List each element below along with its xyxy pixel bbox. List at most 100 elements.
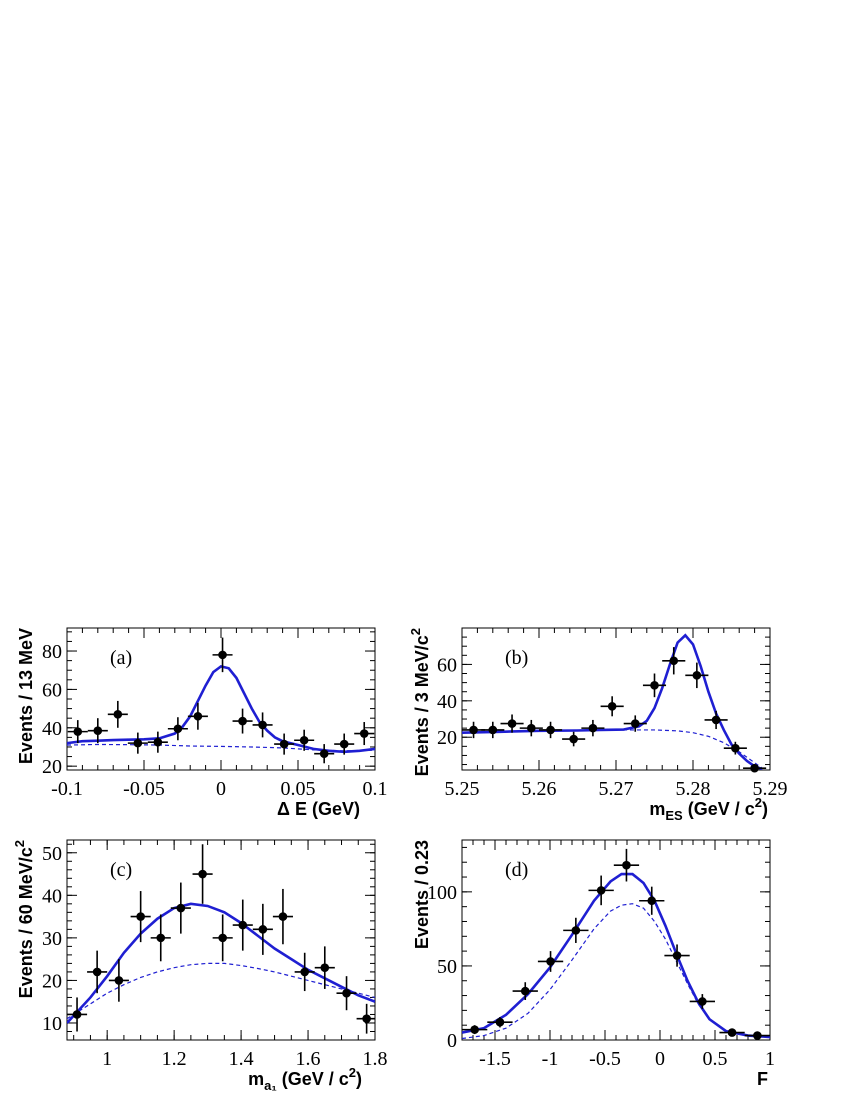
x-axis-title-main: F bbox=[757, 1069, 768, 1089]
data-marker bbox=[596, 886, 606, 895]
data-point bbox=[167, 717, 188, 741]
data-marker bbox=[507, 719, 517, 728]
data-point bbox=[723, 741, 747, 755]
panel-b-mes: 5.25 5.26 5.27 5.28 5.29 20 40 60 (b) mES (GeV / … bbox=[408, 627, 788, 823]
y-tick-label: 10 bbox=[42, 1013, 62, 1035]
data-point bbox=[537, 951, 564, 972]
data-point bbox=[500, 714, 524, 733]
panel-a-deltae: -0.1 -0.05 0 0.05 0.1 20 40 60 80 (a) Δ E (GeV) Eve… bbox=[16, 627, 388, 819]
y-tick-label: 60 bbox=[437, 654, 457, 676]
x-tick-label: 1 bbox=[102, 1048, 112, 1070]
total-fit-curve bbox=[67, 902, 375, 1024]
data-point bbox=[107, 700, 128, 728]
data-point bbox=[354, 722, 375, 746]
x-tick-label: 5.25 bbox=[445, 778, 480, 800]
data-point bbox=[744, 1031, 770, 1040]
data-marker bbox=[176, 903, 186, 913]
data-point bbox=[314, 744, 335, 764]
data-points bbox=[67, 844, 375, 1034]
data-point bbox=[539, 721, 563, 739]
data-point bbox=[170, 882, 191, 934]
data-point bbox=[639, 886, 665, 915]
data-marker bbox=[527, 723, 536, 733]
data-marker bbox=[299, 735, 309, 745]
data-marker bbox=[698, 997, 707, 1006]
data-marker bbox=[218, 650, 227, 660]
data-marker bbox=[607, 701, 617, 711]
data-point bbox=[642, 673, 667, 698]
data-point bbox=[662, 647, 686, 675]
data-point bbox=[664, 944, 690, 967]
x-axis-title-subscript: a₁ bbox=[264, 1078, 277, 1093]
data-marker bbox=[362, 1014, 371, 1024]
panel-label: (b) bbox=[505, 647, 528, 669]
data-marker bbox=[300, 967, 309, 977]
data-point bbox=[232, 899, 253, 951]
x-tick-label: 0.5 bbox=[703, 1048, 728, 1070]
y-tick-label: 40 bbox=[42, 885, 62, 907]
data-marker bbox=[495, 1017, 505, 1027]
data-marker bbox=[339, 739, 349, 749]
x-tick-label: 0.1 bbox=[363, 778, 388, 800]
x-tick-label: 5.27 bbox=[599, 778, 634, 800]
y-axis-title-main: Events / 13 MeV bbox=[16, 628, 36, 764]
data-point bbox=[294, 729, 315, 751]
y-axis-title: Events / 3 MeV/c2 bbox=[408, 628, 432, 776]
data-marker bbox=[630, 719, 640, 728]
x-tick-label: 0 bbox=[216, 778, 226, 800]
y-tick-label: 40 bbox=[437, 691, 457, 713]
x-tick-label: -1 bbox=[542, 1048, 559, 1070]
panel-d-fisher: -1.5 -1 -0.5 0 0.5 1 0 50 100 (d) F Events / 0.23 bbox=[412, 839, 775, 1089]
data-point bbox=[613, 848, 640, 882]
y-axis-title: Events / 13 MeV bbox=[16, 628, 36, 764]
data-marker bbox=[520, 986, 530, 996]
data-point bbox=[212, 637, 233, 673]
y-tick-label: 60 bbox=[42, 679, 62, 701]
data-marker bbox=[622, 860, 631, 870]
data-point bbox=[252, 712, 273, 738]
data-points bbox=[67, 637, 375, 764]
data-marker bbox=[173, 724, 183, 734]
background-fit-curve bbox=[462, 729, 763, 769]
data-point bbox=[127, 732, 148, 754]
data-point bbox=[689, 994, 715, 1009]
data-marker bbox=[133, 738, 143, 748]
data-point bbox=[519, 719, 543, 737]
data-point bbox=[108, 959, 129, 1002]
x-axis-title-subscript: ES bbox=[665, 808, 683, 823]
x-tick-label: 5.28 bbox=[676, 778, 711, 800]
data-point bbox=[704, 710, 728, 730]
data-marker bbox=[238, 716, 247, 726]
data-point bbox=[147, 731, 168, 753]
data-marker bbox=[692, 671, 702, 680]
y-axis-title-main: Events / 0.23 bbox=[412, 840, 432, 949]
x-tick-label: -0.05 bbox=[123, 778, 165, 800]
y-tick-label: 30 bbox=[42, 928, 62, 950]
data-marker bbox=[218, 933, 227, 943]
data-point bbox=[719, 1028, 745, 1037]
y-axis-title-main: Events / 3 MeV/c bbox=[412, 635, 432, 776]
data-marker bbox=[588, 723, 598, 733]
x-axis-title-main: m bbox=[248, 1069, 264, 1089]
data-marker bbox=[72, 1010, 82, 1019]
data-marker bbox=[136, 912, 145, 921]
x-tick-label: 1.6 bbox=[296, 1048, 321, 1070]
data-point bbox=[336, 976, 357, 1011]
data-marker bbox=[93, 726, 103, 735]
data-marker bbox=[73, 727, 83, 736]
data-point bbox=[67, 720, 88, 744]
data-point bbox=[562, 731, 586, 747]
data-point bbox=[356, 1003, 375, 1034]
data-point bbox=[487, 1017, 513, 1028]
data-marker bbox=[488, 725, 498, 735]
x-tick-label: 1.8 bbox=[363, 1048, 388, 1070]
data-point bbox=[512, 982, 538, 1000]
data-point bbox=[87, 950, 108, 994]
data-point bbox=[67, 997, 88, 1032]
data-marker bbox=[727, 1028, 737, 1037]
x-axis-title-units: (GeV / c bbox=[683, 799, 755, 819]
x-tick-label: 1.4 bbox=[229, 1048, 254, 1070]
total-fit-curve bbox=[67, 664, 375, 754]
data-points bbox=[462, 848, 770, 1040]
